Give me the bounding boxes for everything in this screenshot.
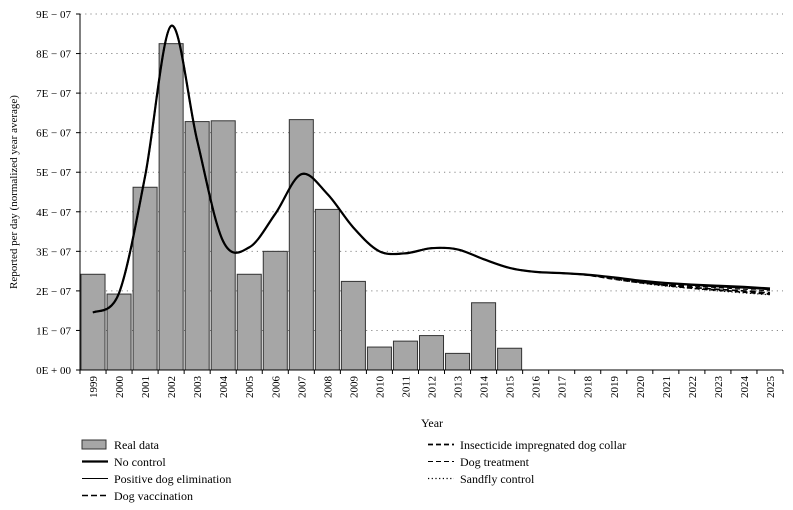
bar-2002	[158, 43, 184, 371]
bar-2008	[314, 208, 340, 371]
legend-swatch	[81, 439, 107, 450]
bar-2005	[236, 273, 262, 371]
line-no-control	[92, 24, 771, 314]
bar-2007	[288, 119, 314, 371]
x-tick-label: 2025	[765, 376, 777, 399]
axes	[79, 14, 784, 374]
bar-2010	[366, 346, 392, 371]
x-tick-label: 2007	[296, 376, 308, 399]
x-tick-label: 2000	[114, 376, 126, 399]
x-tick-label: 2008	[322, 376, 334, 399]
x-tick-label: 2022	[687, 376, 699, 398]
x-tick-label: 2009	[348, 376, 360, 399]
x-tick-label: 2004	[218, 376, 230, 399]
x-tick-label: 2013	[453, 376, 465, 399]
y-tick-label: 5E − 07	[36, 167, 71, 179]
x-tick-label: 2006	[270, 376, 282, 399]
legend-label: Real data	[114, 438, 160, 452]
legend-item: Insecticide impregnated dog collar	[428, 438, 626, 452]
x-tick-labels: 1999 2000 2001 2002 2003 2004 2005 2006 2007 2008…	[88, 376, 777, 399]
y-tick-label: 3E − 07	[36, 246, 71, 258]
legend-item: Real data	[81, 438, 160, 452]
bar-2014	[471, 302, 497, 371]
bar-2013	[445, 352, 471, 371]
bar-2015	[497, 347, 523, 371]
series-lines	[92, 24, 771, 314]
x-tick-label: 2005	[244, 376, 256, 399]
legend-label: Dog vaccination	[114, 489, 193, 503]
x-tick-label: 2015	[505, 376, 517, 399]
x-tick-label: 2011	[400, 376, 412, 398]
bar-2011	[392, 340, 418, 371]
x-tick-label: 2017	[557, 376, 569, 399]
x-axis-title: Year	[421, 416, 443, 430]
x-tick-label: 2024	[739, 376, 751, 399]
y-axis-title: Reported per day (normalized year averag…	[8, 95, 20, 289]
legend-item: Dog vaccination	[82, 489, 193, 503]
y-tick-label: 6E − 07	[36, 128, 71, 140]
legend-label: Dog treatment	[460, 455, 530, 469]
y-tick-label: 9E − 07	[36, 9, 71, 21]
y-tick-label: 7E − 07	[36, 88, 71, 100]
x-tick-label: 2014	[479, 376, 491, 399]
y-tick-label: 2E − 07	[36, 286, 71, 298]
x-tick-label: 1999	[88, 376, 100, 399]
legend-label: No control	[114, 455, 166, 469]
x-tick-label: 2012	[427, 376, 439, 398]
bar-2009	[340, 280, 366, 371]
legend-item: No control	[82, 455, 166, 469]
x-tick-label: 2023	[713, 376, 725, 399]
legend-label: Insecticide impregnated dog collar	[460, 438, 626, 452]
y-tick-label: 1E − 07	[36, 325, 71, 337]
x-tick-label: 2020	[635, 376, 647, 399]
y-tick-labels: 0E + 00 1E − 07 2E − 07 3E − 07 4E − 07 5E − …	[36, 9, 71, 377]
bar-2004	[210, 120, 236, 371]
x-tick-label: 2016	[531, 376, 543, 399]
x-tick-label: 2002	[166, 376, 178, 398]
y-tick-label: 8E − 07	[36, 49, 71, 61]
x-tick-label: 2003	[192, 376, 204, 399]
legend-item: Dog treatment	[428, 455, 530, 469]
legend: Real data No control Positive dog eliminat…	[81, 438, 626, 503]
bar-2012	[418, 335, 445, 371]
bar-1999	[80, 273, 106, 371]
x-tick-label: 2021	[661, 376, 673, 398]
legend-item: Sandfly control	[428, 472, 535, 486]
y-tick-label: 4E − 07	[36, 207, 71, 219]
legend-label: Sandfly control	[460, 472, 535, 486]
y-tick-label: 0E + 00	[36, 365, 71, 377]
x-tick-label: 2018	[583, 376, 595, 399]
legend-item: Positive dog elimination	[82, 472, 231, 486]
x-tick-label: 2001	[140, 376, 152, 398]
legend-label: Positive dog elimination	[114, 472, 231, 486]
bar-2006	[262, 250, 288, 371]
gridlines	[76, 13, 783, 371]
x-tick-label: 2010	[374, 376, 386, 399]
x-tick-label: 2019	[609, 376, 621, 399]
bar-2003	[184, 121, 210, 371]
